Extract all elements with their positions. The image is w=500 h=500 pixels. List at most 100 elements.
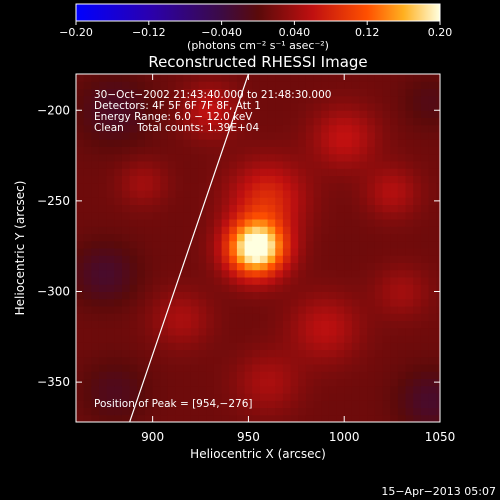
heatmap-cell [298,356,307,365]
heatmap-cell [290,400,299,408]
heatmap-cell [190,298,200,307]
heatmap-cell [359,298,368,307]
heatmap-cell [313,190,322,198]
heatmap-cell [321,342,330,350]
heatmap-cell [221,378,230,387]
heatmap-cell [76,190,85,198]
heatmap-cell [290,262,299,271]
heatmap-cell [160,95,169,104]
heatmap-cell [420,327,429,336]
heatmap-cell [405,182,414,191]
heatmap-cell [121,168,131,176]
heatmap-cell [160,378,169,387]
heatmap-cell [428,139,437,147]
heatmap-cell [359,139,368,147]
heatmap-cell [298,400,307,408]
heatmap-cell [321,393,330,401]
heatmap-cell [420,277,429,285]
heatmap-cell [344,103,353,111]
heatmap-cell [121,153,131,162]
heatmap-cell [121,313,131,321]
heatmap-cell [221,364,230,372]
heatmap-cell [144,335,154,343]
heatmap-cell [129,400,138,408]
heatmap-cell [405,349,414,358]
heatmap-cell [183,161,192,169]
heatmap-cell [175,233,184,242]
heatmap-cell [144,378,154,387]
heatmap-cell [175,117,184,126]
heatmap-cell [229,291,238,300]
heatmap-cell [367,226,376,234]
heatmap-cell [183,190,192,198]
heatmap-cell [298,161,307,169]
heatmap-cell [405,298,414,307]
heatmap-cell [328,335,338,343]
heatmap-cell [83,364,92,372]
heatmap-cell [305,117,315,126]
heatmap-cell [198,342,207,350]
heatmap-cell [236,153,246,162]
heatmap-cell [359,175,368,184]
heatmap-cell [121,211,131,220]
heatmap-cell [436,342,440,350]
heatmap-cell [305,190,315,198]
heatmap-cell [344,407,353,416]
heatmap-cell [382,349,391,358]
heatmap-cell [275,349,284,358]
heatmap-cell [91,407,100,416]
heatmap-cell [236,175,246,184]
heatmap-cell [76,414,85,422]
heatmap-cell [152,306,161,314]
heatmap-cell [390,407,399,416]
heatmap-cell [252,320,261,329]
heatmap-cell [259,124,269,133]
heatmap-cell [397,182,407,191]
heatmap-cell [144,291,154,300]
heatmap-cell [313,320,322,329]
heatmap-cell [420,211,429,220]
heatmap-cell [91,327,100,336]
heatmap-cell [390,182,399,191]
heatmap-cell [328,153,338,162]
heatmap-cell [129,356,138,365]
heatmap-cell [198,255,207,263]
heatmap-cell [344,298,353,307]
heatmap-cell [275,248,284,256]
heatmap-cell [374,226,384,234]
heatmap-cell [420,146,429,155]
heatmap-cell [160,190,169,198]
heatmap-cell [229,168,238,176]
heatmap-cell [244,284,253,292]
heatmap-cell [160,182,169,191]
heatmap-cell [367,168,376,176]
heatmap-cell [198,110,207,118]
heatmap-cell [160,219,169,227]
heatmap-cell [198,139,207,147]
heatmap-cell [198,146,207,155]
heatmap-cell [98,146,108,155]
heatmap-cell [359,168,368,176]
heatmap-cell [167,313,177,321]
heatmap-cell [428,161,437,169]
heatmap-cell [206,313,215,321]
heatmap-cell [382,385,391,394]
heatmap-cell [83,117,92,126]
heatmap-cell [244,132,253,140]
heatmap-cell [405,197,414,205]
heatmap-cell [267,269,276,278]
heatmap-cell [436,139,440,147]
heatmap-cell [275,103,284,111]
heatmap-cell [351,190,361,198]
heatmap-cell [167,226,177,234]
heatmap-cell [183,364,192,372]
heatmap-cell [190,327,200,336]
heatmap-cell [397,124,407,133]
heatmap-cell [236,81,246,89]
heatmap-cell [106,320,115,329]
heatmap-cell [351,385,361,394]
heatmap-cell [413,248,422,256]
heatmap-cell [344,371,353,379]
heatmap-cell [160,356,169,365]
heatmap-cell [221,74,230,82]
